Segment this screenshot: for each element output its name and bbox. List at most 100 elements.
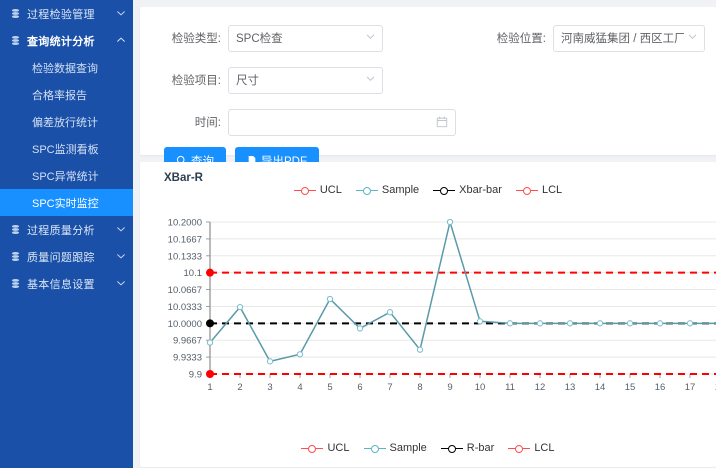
sidebar-item-label: SPC监测看板 — [32, 143, 99, 156]
legend-label: UCL — [327, 442, 350, 454]
database-icon — [10, 35, 21, 46]
database-icon — [10, 8, 21, 19]
svg-text:8: 8 — [417, 382, 422, 393]
legend-marker-icon — [363, 443, 386, 453]
calendar-icon — [436, 116, 448, 128]
sidebar-group-label: 质量问题跟踪 — [27, 251, 95, 264]
legend-label: Sample — [389, 442, 427, 454]
chevron-down-icon — [115, 251, 127, 263]
filter-panel: 检验类型: SPC检查 检验位置: 河南威猛集团 / 西区工厂 / 机加 — [140, 7, 716, 174]
sidebar-item-label: 合格率报告 — [32, 89, 87, 102]
chart-title: XBar-R — [164, 172, 203, 184]
chevron-up-icon — [115, 35, 127, 47]
svg-text:14: 14 — [595, 382, 606, 393]
legend-label: LCL — [534, 442, 555, 454]
legend-label: Sample — [381, 184, 420, 196]
legend-item-r-bar[interactable]: R-bar — [440, 442, 495, 454]
svg-text:17: 17 — [685, 382, 696, 393]
legend-item-ucl[interactable]: UCL — [301, 442, 350, 454]
svg-text:10.1667: 10.1667 — [168, 234, 202, 245]
sidebar-group-header-4[interactable]: 基本信息设置 — [0, 270, 133, 297]
sidebar-group-1: 查询统计分析检验数据查询 合格率报告偏差放行统计 SPC监测看板 SPC异常统计 SPC… — [0, 27, 133, 216]
inspection-item-select[interactable]: 尺寸 — [228, 66, 383, 94]
inspection-type-value: SPC检查 — [236, 33, 283, 45]
svg-text:18: 18 — [715, 382, 716, 393]
filter-row-type-location: 检验类型: SPC检查 检验位置: 河南威猛集团 / 西区工厂 / 机加 — [150, 21, 706, 55]
inspection-location-select[interactable]: 河南威猛集团 / 西区工厂 / 机加 — [553, 24, 705, 52]
filter-row-item: 检验项目: 尺寸 — [150, 63, 706, 97]
database-icon — [10, 278, 21, 289]
inspection-location-label: 检验位置: — [496, 33, 546, 45]
svg-text:3: 3 — [267, 382, 272, 393]
svg-text:9: 9 — [447, 382, 452, 393]
legend-marker-icon — [301, 443, 324, 453]
sidebar-item-5[interactable]: SPC实时监控 — [0, 189, 133, 216]
svg-text:10.0000: 10.0000 — [168, 319, 202, 330]
legend-label: R-bar — [466, 442, 495, 454]
sidebar-group-header-1[interactable]: 查询统计分析 — [0, 27, 133, 54]
chevron-down-icon — [115, 224, 127, 236]
sidebar-item-3[interactable]: SPC监测看板 — [0, 135, 133, 162]
inspection-type-select[interactable]: SPC检查 — [228, 24, 383, 52]
inspection-item-label: 检验项目: — [171, 75, 221, 87]
svg-text:9.9: 9.9 — [189, 370, 202, 381]
sidebar-group-label: 过程检验管理 — [27, 8, 95, 21]
filter-row-time: 时间: — [150, 105, 706, 139]
inspection-location-value: 河南威猛集团 / 西区工厂 / 机加 — [561, 33, 684, 45]
sidebar-item-label: 偏差放行统计 — [32, 116, 98, 129]
svg-text:6: 6 — [357, 382, 362, 393]
legend-label: UCL — [319, 184, 342, 196]
sidebar-group-4: 基本信息设置 — [0, 270, 133, 297]
svg-text:10.2000: 10.2000 — [168, 218, 202, 229]
legend-label: LCL — [541, 184, 563, 196]
main-content: 检验类型: SPC检查 检验位置: 河南威猛集团 / 西区工厂 / 机加 — [133, 0, 716, 468]
svg-text:10.0667: 10.0667 — [168, 285, 202, 296]
svg-text:9.9667: 9.9667 — [173, 336, 202, 347]
sidebar-group-3: 质量问题跟踪 — [0, 243, 133, 270]
svg-text:7: 7 — [387, 382, 392, 393]
inspection-type-label: 检验类型: — [171, 33, 221, 45]
time-date-input[interactable] — [228, 108, 456, 136]
legend-marker-icon — [433, 185, 456, 195]
legend-item-sample[interactable]: Sample — [355, 184, 420, 196]
legend-item-lcl[interactable]: LCL — [508, 442, 555, 454]
sidebar-group-header-2[interactable]: 过程质量分析 — [0, 216, 133, 243]
svg-text:11: 11 — [505, 382, 515, 393]
chevron-down-icon — [688, 32, 697, 44]
sidebar-item-1[interactable]: 合格率报告 — [0, 81, 133, 108]
sidebar-item-4[interactable]: SPC异常统计 — [0, 162, 133, 189]
svg-text:13: 13 — [565, 382, 576, 393]
sidebar-group-label: 基本信息设置 — [27, 278, 95, 291]
legend-marker-icon — [293, 185, 316, 195]
inspection-item-value: 尺寸 — [236, 75, 259, 87]
sidebar-group-label: 查询统计分析 — [27, 35, 95, 48]
legend-item-sample[interactable]: Sample — [363, 442, 427, 454]
legend-label: Xbar-bar — [459, 184, 502, 196]
svg-text:1: 1 — [207, 382, 212, 393]
legend-marker-icon — [440, 443, 463, 453]
legend-item-ucl[interactable]: UCL — [293, 184, 342, 196]
chevron-down-icon — [115, 8, 127, 20]
svg-text:10.0333: 10.0333 — [168, 302, 202, 313]
sidebar-item-label: 检验数据查询 — [32, 62, 98, 75]
legend-marker-icon — [508, 443, 531, 453]
database-icon — [10, 224, 21, 235]
svg-text:16: 16 — [655, 382, 666, 393]
sidebar-submenu-1: 检验数据查询 合格率报告偏差放行统计 SPC监测看板 SPC异常统计 SPC实时监控 — [0, 54, 133, 216]
chevron-down-icon — [366, 74, 375, 86]
legend-marker-icon — [515, 185, 538, 195]
spc-chart-panel: XBar-R UCL Sample Xbar-bar LCL 10.2000 10.16… — [140, 162, 716, 467]
legend-item-lcl[interactable]: LCL — [515, 184, 563, 196]
svg-text:15: 15 — [625, 382, 636, 393]
sidebar-group-header-0[interactable]: 过程检验管理 — [0, 0, 133, 27]
sidebar-item-0[interactable]: 检验数据查询 — [0, 54, 133, 81]
sidebar-group-header-3[interactable]: 质量问题跟踪 — [0, 243, 133, 270]
legend-item-xbar-bar[interactable]: Xbar-bar — [433, 184, 502, 196]
sidebar-item-2[interactable]: 偏差放行统计 — [0, 108, 133, 135]
svg-text:10: 10 — [475, 382, 486, 393]
svg-text:2: 2 — [237, 382, 242, 393]
chevron-down-icon — [115, 278, 127, 290]
chart-legend-bottom[interactable]: UCL Sample R-bar LCL — [140, 442, 716, 454]
chart-legend-top[interactable]: UCL Sample Xbar-bar LCL — [140, 184, 716, 196]
